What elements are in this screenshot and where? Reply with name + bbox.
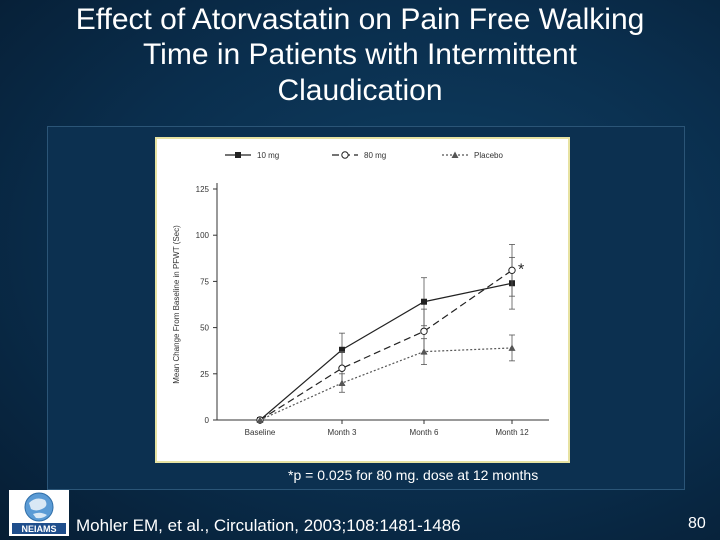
x-tick-label: Month 6 [410,428,439,437]
data-point-80-mg [338,364,346,372]
title-line: Time in Patients with Intermittent [142,38,578,72]
chart-svg: 0 25 50 75 100 125 Baseline Month 3 Month 6 Month… [172,151,549,437]
data-point-placebo [256,416,264,423]
legend-label-placebo: Placebo [474,151,503,160]
legend-label-10-mg: 10 mg [257,151,279,160]
legend-label-80-mg: 80 mg [364,151,386,160]
slide-number: 80 [688,515,706,532]
data-point-placebo [338,379,346,387]
title-line: Claudication [277,73,443,107]
legend-marker-80-mg [341,151,349,159]
x-tick-label: Month 3 [328,428,357,437]
data-point-80-mg [420,327,428,335]
series-line-80-mg [259,269,513,421]
data-point-80-mg [508,266,516,275]
y-tick-label: 75 [200,277,209,286]
footnote: *p = 0.025 for 80 mg. dose at 12 months [288,467,539,483]
y-axis-label: Mean Change From Baseline in PFWT (Sec) [172,225,181,384]
legend-marker-placebo [451,151,459,158]
neiams-logo: NEIAMS [9,490,69,536]
data-point-placebo [508,344,516,351]
data-point-10-mg [421,298,427,305]
title-line: Effect of Atorvastatin on Pain Free Walk… [75,3,645,36]
data-point-10-mg [339,346,345,353]
y-tick-label: 25 [200,370,209,379]
x-tick-label: Baseline [245,428,276,437]
logo-text: NEIAMS [21,524,56,534]
chart-panel: 0 25 50 75 100 125 Baseline Month 3 Month 6 Month… [155,137,570,463]
y-tick-label: 125 [196,185,210,194]
y-tick-label: 50 [200,324,209,333]
slide-title: Effect of Atorvastatin on Pain Free Walk… [0,2,720,108]
legend-marker-10-mg [235,152,241,158]
data-point-placebo [420,348,428,355]
significance-asterisk: * [518,261,524,278]
y-tick-label: 0 [205,416,210,425]
x-tick-label: Month 12 [495,428,529,437]
series-line-10-mg [259,282,513,421]
series-line-placebo [259,347,513,421]
citation: Mohler EM, et al., Circulation, 2003;108… [76,516,461,535]
y-tick-label: 100 [196,231,210,240]
